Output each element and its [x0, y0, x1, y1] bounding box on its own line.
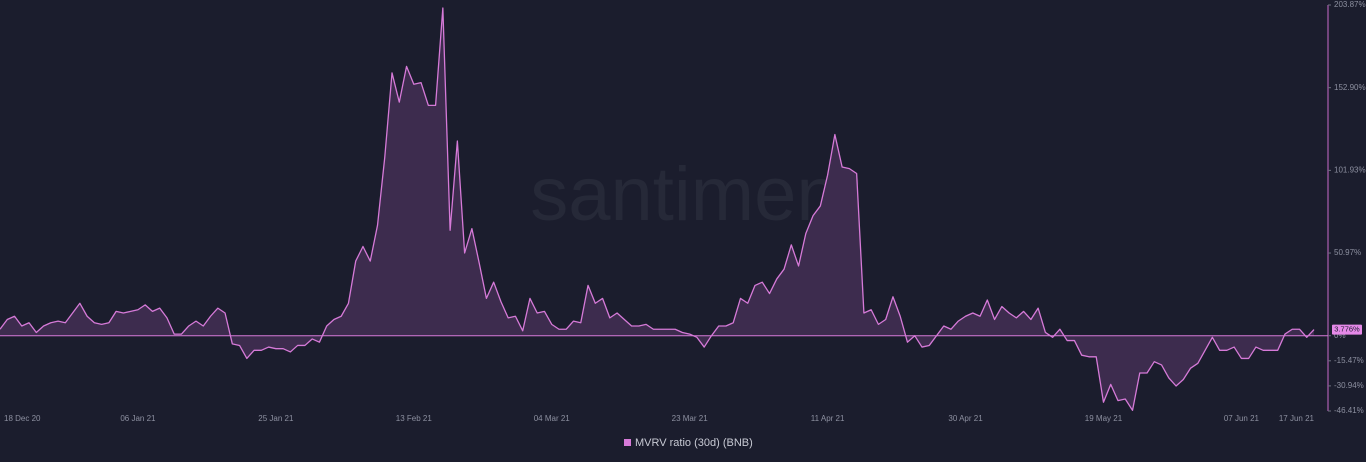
x-tick-label: 13 Feb 21: [396, 414, 433, 423]
line: [0, 7, 1315, 411]
x-tick-label: 17 Jun 21: [1279, 414, 1315, 423]
current-value-badge: [1332, 324, 1362, 335]
y-tick-label: 0%: [1334, 331, 1346, 340]
current-value-label: 3.776%: [1334, 325, 1360, 334]
legend-swatch: [624, 439, 631, 446]
y-tick-label: -15.47%: [1334, 356, 1364, 365]
watermark: santiment: [530, 152, 860, 237]
y-tick-label: 101.93%: [1334, 165, 1366, 174]
x-tick-label: 19 May 21: [1085, 414, 1123, 423]
area: [0, 8, 1314, 411]
y-tick-label: -46.41%: [1334, 406, 1364, 415]
x-tick-label: 18 Dec 20: [4, 414, 41, 423]
x-tick-label: 06 Jan 21: [120, 414, 156, 423]
y-tick-label: 50.97%: [1334, 248, 1361, 257]
y-tick-label: 152.90%: [1334, 83, 1366, 92]
x-tick-label: 04 Mar 21: [534, 414, 571, 423]
x-tick-label: 11 Apr 21: [811, 414, 845, 423]
x-tick-label: 07 Jun 21: [1224, 414, 1260, 423]
x-tick-label: 25 Jan 21: [258, 414, 294, 423]
legend-label: MVRV ratio (30d) (BNB): [635, 437, 753, 449]
x-tick-label: 30 Apr 21: [948, 414, 983, 423]
y-tick-label: -30.94%: [1334, 381, 1364, 390]
y-tick-label: 203.87%: [1334, 0, 1366, 9]
x-tick-label: 23 Mar 21: [672, 414, 709, 423]
